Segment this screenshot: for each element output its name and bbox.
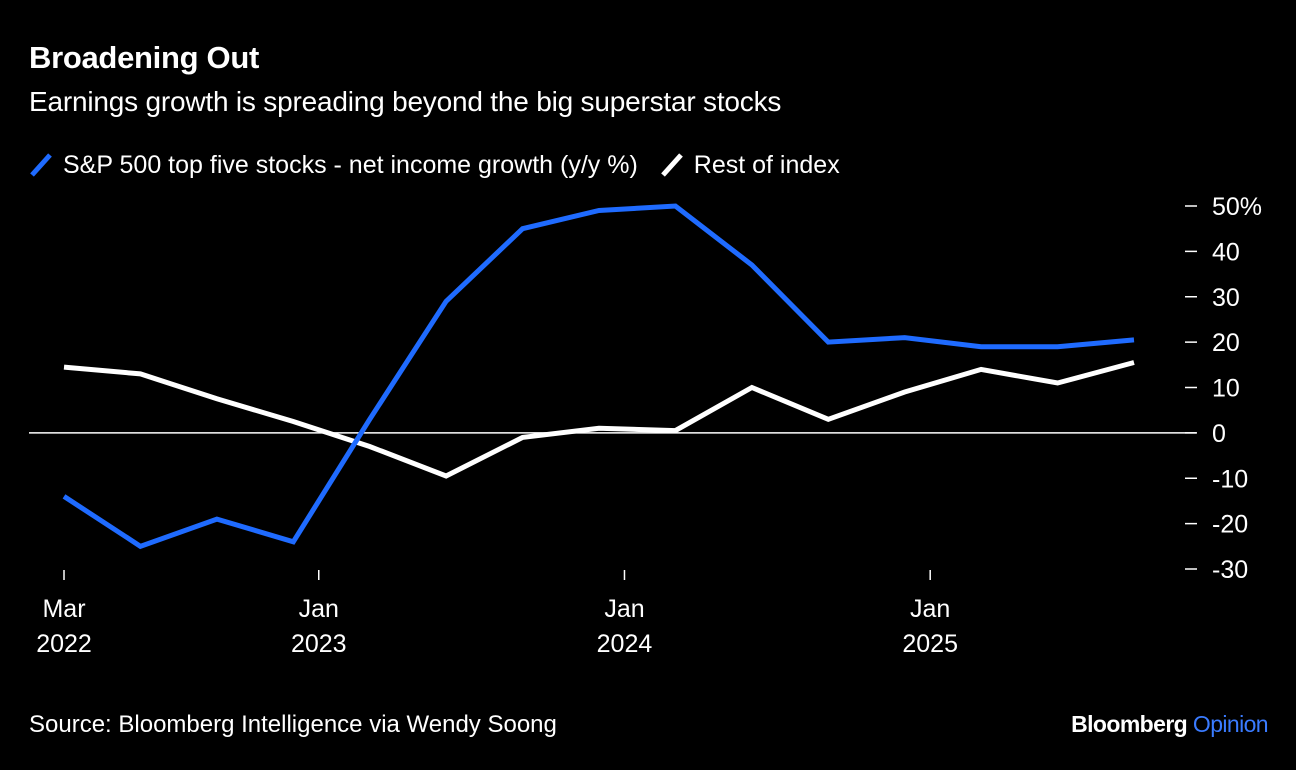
x-tick-label: 2025 [902, 630, 958, 658]
y-tick-label: -10 [1212, 465, 1248, 493]
legend-item-rest-of-index: Rest of index [660, 151, 840, 180]
brand-accent: Opinion [1192, 711, 1269, 737]
brand-name: Bloomberg [1071, 711, 1188, 737]
x-tick-label: 2023 [291, 630, 347, 658]
x-tick-label: 2024 [597, 630, 653, 658]
x-tick-label: Mar [42, 595, 85, 623]
series-line-rest-of-index [63, 360, 1135, 479]
brand-logo: Bloomberg Opinion [1071, 711, 1268, 738]
source-note: Source: Bloomberg Intelligence via Wendy… [29, 711, 557, 738]
y-tick-label: 50% [1212, 193, 1262, 221]
legend-swatch-top-five [30, 153, 52, 177]
chart-subtitle: Earnings growth is spreading beyond the … [29, 86, 782, 117]
legend-item-top-five: S&P 500 top five stocks - net income gro… [29, 151, 638, 180]
y-tick-label: 40 [1212, 238, 1240, 266]
x-tick-label: 2022 [36, 630, 92, 658]
line-chart: 50% 40 30 20 10 0 -10 -20 -30 Mar 2022 Jan 2023 Jan 20… [29, 193, 1262, 658]
chart-title: Broadening Out [29, 40, 260, 75]
y-tick-label: 10 [1212, 375, 1240, 403]
y-tick-label: -20 [1212, 511, 1248, 539]
x-tick-label: Jan [604, 595, 644, 623]
series-line-top-five [62, 203, 1135, 550]
legend-label-top-five: S&P 500 top five stocks - net income gro… [63, 150, 638, 179]
y-tick-label: 30 [1212, 284, 1240, 312]
y-tick-label: -30 [1212, 556, 1248, 584]
x-tick-label: Jan [910, 595, 950, 623]
legend-label-rest-of-index: Rest of index [693, 150, 840, 179]
legend-swatch-rest-of-index [660, 153, 683, 177]
y-tick-label: 20 [1212, 329, 1240, 357]
y-tick-label: 0 [1212, 420, 1226, 448]
x-tick-label: Jan [299, 595, 339, 623]
legend: S&P 500 top five stocks - net income gro… [29, 147, 862, 183]
